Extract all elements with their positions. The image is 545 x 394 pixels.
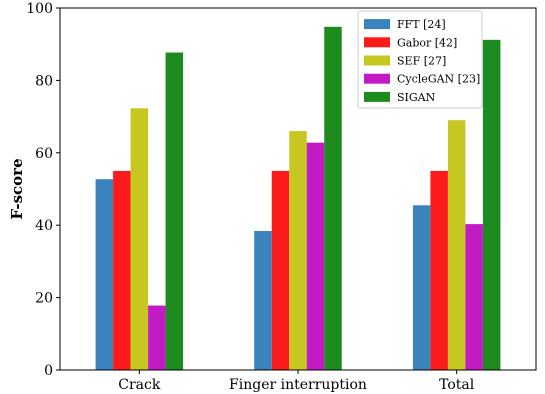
bar-sef-27-total — [447, 120, 466, 370]
x-tick-label-total: Total — [439, 377, 475, 393]
y-tick-label: 100 — [26, 1, 53, 17]
bar-fft-24-finger-interruption — [254, 230, 272, 370]
y-tick-label: 40 — [35, 218, 53, 234]
legend-label-sigan: SIGAN — [397, 91, 436, 104]
legend-label-gabor-42: Gabor [42] — [397, 36, 457, 49]
x-tick-label-crack: Crack — [118, 377, 161, 393]
bar-fft-24-total — [412, 205, 431, 370]
bar-sigan-total — [482, 39, 501, 371]
legend-swatch-cyclegan-23 — [364, 73, 390, 84]
y-tick-label: 0 — [44, 363, 53, 379]
bars-layer — [95, 26, 501, 371]
bar-sigan-finger-interruption — [324, 26, 342, 370]
bar-cyclegan-23-crack — [148, 305, 166, 370]
y-tick-label: 20 — [35, 291, 53, 307]
x-tick-label-finger-interruption: Finger interruption — [229, 377, 367, 393]
y-axis: 0 20 40 60 80 100 — [26, 1, 60, 379]
legend-box — [357, 10, 483, 109]
bar-cyclegan-23-finger-interruption — [306, 142, 325, 370]
bar-sigan-crack — [165, 52, 184, 370]
bar-gabor-42-total — [430, 170, 448, 370]
legend-label-fft-24: FFT [24] — [397, 18, 446, 31]
bar-cyclegan-23-total — [465, 224, 483, 370]
legend: FFT [24] Gabor [42] SEF [27] CycleGAN [23] S… — [357, 10, 483, 109]
legend-swatch-fft-24 — [364, 19, 390, 30]
y-tick-label: 60 — [35, 146, 53, 162]
legend-label-cyclegan-23: CycleGAN [23] — [397, 73, 480, 86]
bar-fft-24-crack — [95, 179, 114, 370]
bar-gabor-42-crack — [113, 170, 131, 370]
legend-swatch-gabor-42 — [364, 37, 390, 48]
bar-sef-27-crack — [130, 108, 149, 371]
legend-swatch-sef-27 — [364, 55, 390, 66]
bar-gabor-42-finger-interruption — [271, 170, 290, 370]
x-axis: Crack Finger interruption Total — [118, 370, 475, 393]
legend-swatch-sigan — [364, 91, 390, 102]
bar-sef-27-finger-interruption — [289, 131, 307, 370]
y-tick-label: 80 — [35, 73, 53, 89]
legend-label-sef-27: SEF [27] — [397, 55, 446, 68]
y-axis-title: F-score — [8, 158, 26, 219]
